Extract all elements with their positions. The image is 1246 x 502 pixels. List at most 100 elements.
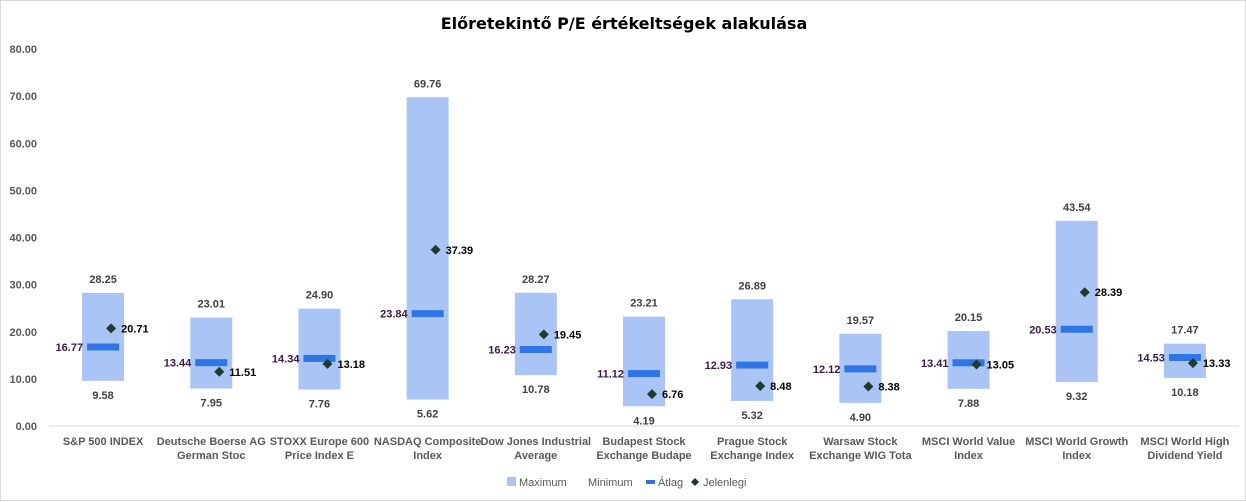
category-label: Dow Jones Industrial Average (480, 436, 591, 462)
min-label: 10.18 (1171, 387, 1199, 399)
y-tick-label: 40.00 (9, 233, 37, 245)
average-label: 13.41 (921, 358, 949, 370)
category-label-line: NASDAQ Composite (374, 436, 482, 448)
min-label: 4.19 (633, 415, 654, 427)
average-marker (303, 354, 336, 362)
current-label: 11.51 (229, 367, 256, 379)
average-marker (628, 370, 660, 378)
min-label: 9.32 (1066, 391, 1087, 403)
average-label: 14.53 (1137, 353, 1165, 365)
category-label-line: S&P 500 INDEX (63, 436, 144, 448)
current-marker (214, 366, 225, 377)
category-label: MSCI World Growth Index (1025, 436, 1128, 462)
current-marker (430, 244, 441, 255)
legend-label-minimum: Minimum (588, 477, 633, 489)
max-label: 28.25 (89, 274, 117, 286)
category-label-line: Dow Jones Industrial (480, 436, 591, 448)
category-label-line: Index (413, 450, 443, 462)
average-label: 13.44 (164, 358, 192, 370)
max-label: 69.76 (414, 78, 442, 90)
range-bar (623, 316, 665, 407)
average-marker (736, 361, 769, 369)
category-label-line: Index (954, 450, 984, 462)
category-label-line: Price Index E (285, 450, 354, 462)
y-tick-label: 50.00 (9, 185, 37, 197)
category-label: Deutsche Boerse AG German Stoc (157, 436, 266, 462)
category-label-line: Average (514, 450, 557, 462)
range-bar (1055, 220, 1098, 383)
min-label: 9.58 (92, 390, 113, 402)
category-label-line: Exchange WIG Tota (809, 450, 912, 462)
category-label: MSCI World Value Index (922, 436, 1015, 462)
legend-swatch-average (646, 480, 655, 484)
average-marker (87, 343, 120, 351)
legend-swatch-maximum (507, 477, 516, 486)
y-tick-label: 70.00 (9, 91, 37, 103)
average-marker (519, 346, 552, 354)
legend-label-average: Átlag (658, 476, 683, 489)
category-label: Prague Stock Exchange Index (710, 436, 795, 462)
average-marker (1060, 325, 1093, 333)
average-label: 11.12 (597, 369, 624, 381)
max-label: 28.27 (522, 274, 550, 286)
average-label: 20.53 (1029, 324, 1057, 336)
current-label: 13.33 (1203, 358, 1231, 370)
max-label: 23.21 (630, 298, 658, 310)
category-label: MSCI World High Dividend Yield (1140, 436, 1229, 462)
current-marker (755, 381, 766, 392)
legend-swatch-minimum (575, 477, 584, 486)
current-label: 28.39 (1095, 287, 1123, 299)
average-marker (1168, 354, 1201, 362)
min-label: 7.88 (958, 398, 979, 410)
category-label-line: Exchange Budape (596, 450, 691, 462)
category-label: S&P 500 INDEX (63, 436, 144, 448)
current-label: 13.18 (337, 359, 365, 371)
range-bar (731, 299, 774, 401)
average-label: 23.84 (380, 309, 408, 321)
x-axis: S&P 500 INDEX Deutsche Boerse AG German St… (63, 436, 1230, 462)
category-label-line: Dividend Yield (1147, 450, 1222, 462)
range-bar (82, 292, 125, 381)
y-tick-label: 30.00 (9, 280, 37, 292)
category-label-line: MSCI World High (1140, 436, 1229, 448)
min-label: 5.32 (741, 410, 762, 422)
legend-label-maximum: Maximum (519, 477, 567, 489)
average-label: 16.23 (488, 345, 516, 357)
range-bar (406, 97, 449, 400)
current-label: 6.76 (662, 389, 683, 401)
plot-area: 28.25 9.58 16.77 20.71 23.01 7.95 13.44 11.51 24… (56, 78, 1231, 427)
min-label: 4.90 (850, 412, 871, 424)
current-marker (647, 389, 657, 400)
category-label-line: German Stoc (177, 450, 245, 462)
range-bar (514, 292, 557, 376)
average-marker (195, 359, 228, 367)
y-tick-label: 20.00 (9, 327, 37, 339)
category-label-line: Budapest Stock (602, 436, 686, 448)
max-label: 19.57 (847, 315, 875, 327)
average-marker (411, 310, 444, 318)
category-label: NASDAQ Composite Index (374, 436, 482, 462)
category-label: Budapest Stock Exchange Budape (596, 436, 691, 462)
category-label-line: MSCI World Growth (1025, 436, 1128, 448)
category-label: STOXX Europe 600 Price Index E (270, 436, 369, 462)
average-marker (952, 359, 985, 367)
y-tick-label: 80.00 (9, 44, 37, 56)
average-label: 12.12 (813, 364, 841, 376)
max-label: 43.54 (1063, 202, 1091, 214)
category-label: Warsaw Stock Exchange WIG Tota (809, 436, 912, 462)
category-label-line: Deutsche Boerse AG (157, 436, 266, 448)
range-bar (298, 308, 341, 390)
y-tick-label: 10.00 (9, 374, 37, 386)
max-label: 26.89 (738, 280, 766, 292)
current-marker (106, 323, 117, 334)
current-label: 19.45 (554, 329, 582, 341)
min-label: 7.76 (309, 398, 330, 410)
category-label-line: Prague Stock (717, 436, 788, 448)
average-label: 16.77 (56, 342, 84, 354)
range-bar (190, 317, 233, 389)
min-label: 5.62 (417, 409, 438, 421)
category-label-line: Index (1062, 450, 1092, 462)
max-label: 17.47 (1171, 325, 1199, 337)
